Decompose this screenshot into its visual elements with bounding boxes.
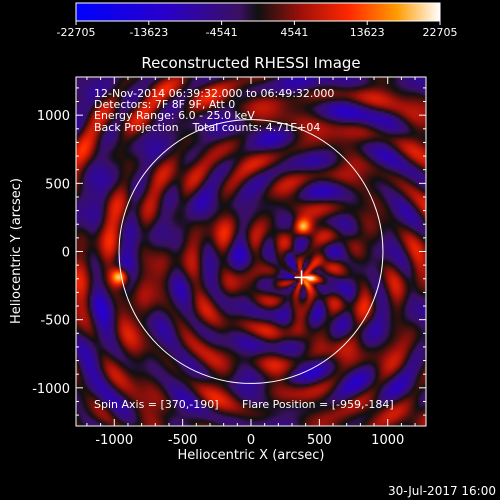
colorbar-tick-label: 22705: [423, 26, 458, 39]
solar-limb-circle: [118, 119, 384, 384]
info-line-counts: Back Projection Total counts: 4.71E+04: [94, 121, 320, 134]
x-tick-label: 500: [307, 433, 332, 448]
info-line-energy: Energy Range: 6.0 - 25.0 keV: [94, 109, 255, 122]
colorbar-tick-label: -22705: [57, 26, 96, 39]
y-tick-label: 500: [45, 177, 70, 192]
y-tick-label: 1000: [37, 109, 70, 124]
y-tick-label: -1000: [32, 382, 70, 397]
y-tick-label: 0: [62, 246, 70, 261]
info-line-time: 12-Nov-2014 06:39:32.000 to 06:49:32.000: [94, 87, 334, 100]
colorbar-tick-label: 13623: [350, 26, 385, 39]
axis-ticks: -1000 -500 0 500 1000 -1000 -500 0 500 1000: [32, 77, 426, 448]
colorbar-tick-label: -13623: [129, 26, 168, 39]
colorbar-tick-label: 4541: [280, 26, 308, 39]
spin-axis-marker: [294, 270, 309, 285]
y-axis-label: Heliocentric Y (arcsec): [9, 178, 24, 324]
flare-position-label: Flare Position = [-959,-184]: [242, 398, 394, 411]
x-axis-label: Heliocentric X (arcsec): [178, 448, 325, 463]
y-tick-label: -500: [40, 314, 70, 329]
spin-axis-label: Spin Axis = [370,-190]: [94, 398, 219, 411]
chart-title: Reconstructed RHESSI Image: [141, 54, 360, 72]
footer-date: 30-Jul-2017 16:00: [388, 484, 496, 498]
colorbar-tick-label: -4541: [206, 26, 238, 39]
x-tick-label: -500: [168, 433, 198, 448]
colorbar-ticks: -22705 -13623 -4541 4541 13623 22705: [57, 21, 458, 39]
x-tick-label: 1000: [371, 433, 404, 448]
x-tick-label: -1000: [95, 433, 133, 448]
heatmap-image: [76, 77, 426, 426]
x-tick-label: 0: [247, 433, 255, 448]
colorbar: [75, 2, 441, 22]
info-line-detectors: Detectors: 7F 8F 9F, Att 0: [94, 98, 235, 111]
